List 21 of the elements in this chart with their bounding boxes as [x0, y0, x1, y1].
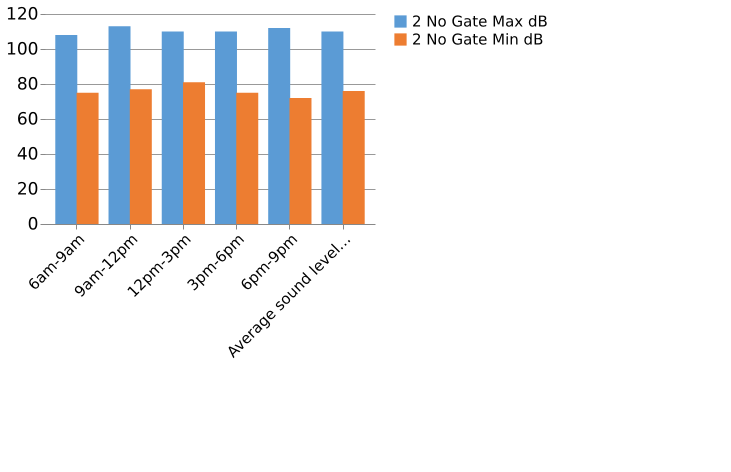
bar	[268, 28, 290, 224]
bar	[130, 89, 152, 224]
bar	[55, 35, 78, 224]
bar	[214, 32, 237, 224]
y-tick-label: 40	[16, 144, 38, 164]
bar	[321, 32, 344, 224]
y-tick-label: 80	[16, 74, 38, 94]
bar	[162, 32, 184, 224]
bar	[108, 26, 131, 224]
bar	[289, 98, 312, 224]
y-tick-label: 20	[16, 180, 38, 200]
y-tick-label: 100	[6, 40, 38, 60]
bar	[76, 92, 99, 224]
y-tick-label: 0	[28, 214, 38, 234]
legend-label: 2 No Gate Min dB	[412, 30, 544, 48]
legend-label: 2 No Gate Max dB	[412, 12, 548, 30]
y-tick-label: 60	[16, 110, 38, 130]
bar	[236, 92, 258, 224]
y-tick-label: 120	[6, 4, 38, 24]
bar	[342, 91, 365, 224]
bar	[183, 82, 206, 224]
